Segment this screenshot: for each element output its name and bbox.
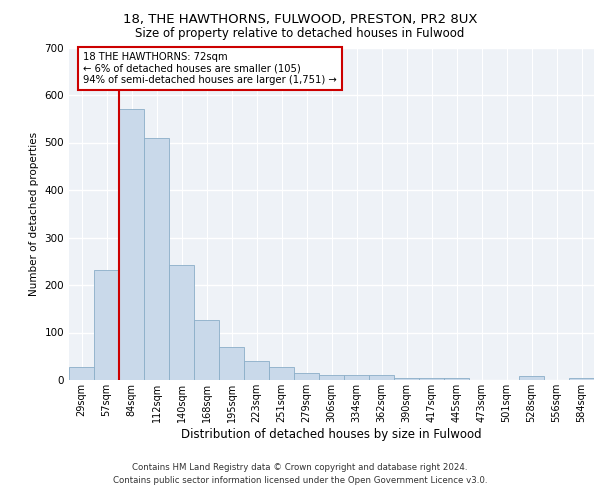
Text: 18, THE HAWTHORNS, FULWOOD, PRESTON, PR2 8UX: 18, THE HAWTHORNS, FULWOOD, PRESTON, PR2… [123, 12, 477, 26]
Bar [269, 367, 294, 380]
X-axis label: Distribution of detached houses by size in Fulwood: Distribution of detached houses by size … [181, 428, 482, 440]
Bar [194, 320, 219, 380]
Text: 18 THE HAWTHORNS: 72sqm
← 6% of detached houses are smaller (105)
94% of semi-de: 18 THE HAWTHORNS: 72sqm ← 6% of detached… [83, 52, 337, 86]
Bar [319, 375, 344, 380]
Bar [294, 373, 319, 380]
Bar [569, 378, 594, 380]
Bar [69, 366, 94, 380]
Bar [119, 110, 144, 380]
Bar [419, 378, 444, 380]
Y-axis label: Number of detached properties: Number of detached properties [29, 132, 39, 296]
Bar [369, 375, 394, 380]
Bar [94, 270, 119, 380]
Bar [344, 375, 369, 380]
Bar [444, 378, 469, 380]
Text: Contains public sector information licensed under the Open Government Licence v3: Contains public sector information licen… [113, 476, 487, 485]
Text: Contains HM Land Registry data © Crown copyright and database right 2024.: Contains HM Land Registry data © Crown c… [132, 462, 468, 471]
Bar [394, 378, 419, 380]
Bar [219, 347, 244, 380]
Text: Size of property relative to detached houses in Fulwood: Size of property relative to detached ho… [136, 28, 464, 40]
Bar [244, 361, 269, 380]
Bar [519, 376, 544, 380]
Bar [169, 265, 194, 380]
Bar [144, 138, 169, 380]
